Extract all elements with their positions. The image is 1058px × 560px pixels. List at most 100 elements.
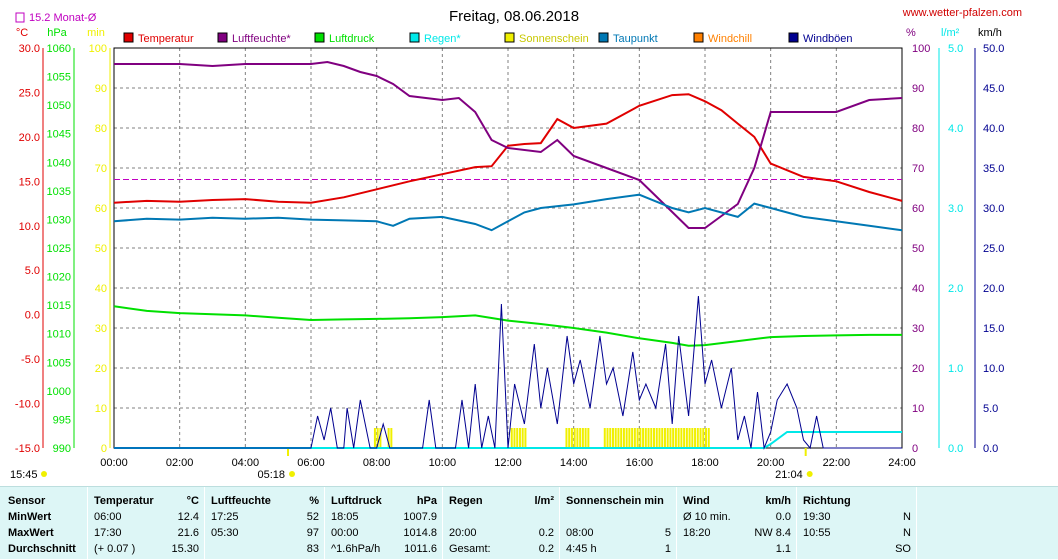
sunshine-bar (622, 428, 625, 448)
pressure-tick-label: 1025 (47, 243, 71, 255)
summary-unit: km/h (765, 495, 791, 507)
monthly-avg-icon (15, 12, 25, 23)
summary-table: Sensor MinWert MaxWert Durchschnitt Temperat… (0, 486, 1058, 560)
rain-tick-label: 4.0 (948, 123, 963, 135)
minutes-tick-label: 0 (101, 443, 107, 455)
wind-tick-label: 45.0 (983, 83, 1004, 95)
wind-tick-label: 5.0 (983, 403, 998, 415)
legend-swatch (314, 32, 325, 43)
temp-tick-label: -5.0 (21, 354, 40, 366)
x-tick-label: 24:00 (888, 457, 916, 469)
legend-swatch (504, 32, 515, 43)
legend-swatch (693, 32, 704, 43)
sunshine-bar (669, 428, 672, 448)
pressure-tick-label: 1020 (47, 272, 71, 284)
temp-tick-label: -10.0 (15, 399, 40, 411)
sunset-label: 21:04 (775, 469, 803, 481)
pressure-tick-label: 1040 (47, 157, 71, 169)
summary-cell-value: 1011.6 (404, 543, 437, 555)
bottom-left-sun-dot (41, 471, 47, 477)
sunshine-bar (620, 428, 623, 448)
summary-cell-value: 52 (306, 511, 319, 523)
rain-tick-label: 1.0 (948, 363, 963, 375)
pressure-unit-label: hPa (47, 27, 67, 39)
series-lines (113, 60, 903, 450)
sunshine-bar (644, 428, 647, 448)
sunshine-bar (661, 428, 664, 448)
summary-cell-time: ^1.6hPa/h (331, 543, 381, 555)
temp-tick-label: 20.0 (19, 132, 40, 144)
summary-column (0, 487, 88, 560)
summary-cell-value: 0.0 (775, 511, 791, 523)
temp-tick-label: 0.0 (25, 310, 40, 322)
sunshine-bar (573, 428, 576, 448)
summary-unit: l/m² (534, 495, 554, 507)
sunshine-bar (696, 428, 699, 448)
sunshine-bar (390, 428, 393, 448)
minutes-tick-label: 100 (89, 43, 107, 55)
sunrise-sun-dot (289, 471, 296, 477)
sunshine-bar (379, 428, 382, 448)
sunshine-bar (636, 428, 639, 448)
temp-unit-label: °C (16, 27, 28, 39)
summary-cell-time: 17:25 (211, 511, 239, 523)
sunshine-bar (609, 428, 612, 448)
summary-cell-value: 1.1 (775, 543, 791, 555)
sunshine-bar (510, 428, 513, 448)
summary-cell-value: 15.30 (171, 543, 199, 555)
wind-tick-label: 30.0 (983, 203, 1004, 215)
minutes-unit-label: min (87, 27, 105, 39)
sunshine-bar (666, 428, 669, 448)
minutes-tick-label: 10 (95, 403, 107, 415)
rain-tick-label: 3.0 (948, 203, 963, 215)
sunshine-bar (639, 428, 642, 448)
minutes-tick-label: 90 (95, 83, 107, 95)
legend-label: Sonnenschein (519, 33, 589, 45)
series-line-windböen (114, 295, 902, 450)
summary-cell-value: NW 8.4 (754, 527, 791, 539)
sunshine-bar (614, 428, 617, 448)
sunshine-bar (683, 428, 686, 448)
humidity-tick-label: 90 (912, 83, 924, 95)
summary-cell-value: 21.6 (177, 527, 199, 539)
x-tick-label: 20:00 (757, 457, 785, 469)
sunshine-bar (642, 428, 645, 448)
legend-swatch (123, 32, 134, 43)
sunshine-bar (685, 428, 688, 448)
humidity-tick-label: 10 (912, 403, 924, 415)
humidity-tick-label: 30 (912, 323, 924, 335)
minutes-tick-label: 60 (95, 203, 107, 215)
series-line-luftdruck (113, 305, 902, 347)
x-tick-label: 00:00 (100, 457, 128, 469)
summary-cell-time: (+ 0.07 ) (94, 543, 136, 555)
x-tick-label: 08:00 (363, 457, 391, 469)
chart-header: Freitag, 08.06.2018 www.wetter-pfalzen.co… (15, 7, 1022, 25)
legend-swatch (788, 32, 799, 43)
wind-tick-label: 20.0 (983, 283, 1004, 295)
pressure-tick-label: 1005 (47, 357, 71, 369)
x-tick-label: 02:00 (166, 457, 194, 469)
summary-cell-time: 06:00 (94, 511, 122, 523)
pressure-tick-label: 990 (53, 443, 71, 455)
sunshine-bar (584, 428, 587, 448)
legend-label: Windböen (803, 33, 853, 45)
summary-cell-value: N (903, 511, 911, 523)
chart-legend: Temperatur Luftfeuchte* Luftdruck Regen* Son… (123, 32, 853, 45)
sunshine-bar (581, 428, 584, 448)
humidity-tick-label: 50 (912, 243, 924, 255)
sunshine-bar (631, 428, 634, 448)
sunshine-bar (680, 428, 683, 448)
temp-tick-label: 25.0 (19, 87, 40, 99)
pressure-tick-label: 1045 (47, 129, 71, 141)
sunshine-bar (650, 428, 653, 448)
series-line-luftfeuchte (114, 60, 903, 229)
summary-cell-value: SO (895, 543, 911, 555)
summary-header: Richtung (803, 495, 851, 507)
sunshine-bar (373, 428, 376, 448)
humidity-tick-label: 0 (912, 443, 918, 455)
humidity-tick-label: 100 (912, 43, 930, 55)
summary-column (443, 487, 560, 560)
legend-swatch (409, 32, 420, 43)
summary-cell-value: 83 (306, 543, 319, 555)
sunshine-bar (606, 428, 609, 448)
